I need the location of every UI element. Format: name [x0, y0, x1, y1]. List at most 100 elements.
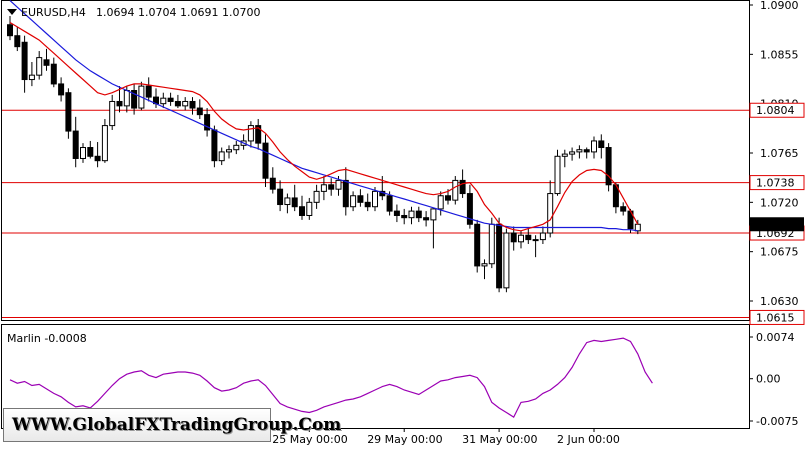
candle-body	[306, 201, 313, 216]
candle-body	[539, 232, 546, 241]
time-tick-label: 25 May 00:00	[272, 433, 347, 446]
level-tag-label: 1.0738	[756, 177, 795, 190]
candle-body	[532, 239, 539, 242]
candle-body	[372, 190, 378, 208]
price-tick-label: 1.0630	[760, 295, 799, 308]
candle-body	[167, 97, 174, 102]
candle-body	[50, 63, 57, 85]
candle-body	[510, 232, 517, 243]
candle-body	[255, 125, 262, 144]
level-tag-box	[749, 175, 805, 191]
candle-body	[262, 142, 269, 179]
candle-body	[598, 140, 605, 149]
candle-body	[342, 179, 349, 208]
candle-body	[182, 100, 189, 107]
candle-body	[145, 85, 152, 98]
candle-body	[525, 234, 532, 241]
level-tag-box	[749, 102, 805, 118]
candle-body	[80, 147, 86, 159]
price-tick-label: 1.0900	[760, 0, 799, 12]
candle-body	[445, 195, 451, 201]
candle-body	[561, 153, 568, 157]
candle-body	[423, 217, 430, 221]
candle-body	[576, 149, 583, 153]
indicator-tick-label: 0.00	[756, 373, 781, 386]
ohlc-readout: 1.0694 1.0704 1.0691 1.0700	[96, 6, 260, 19]
candle-body	[496, 223, 503, 289]
candle-body	[415, 210, 422, 219]
candle-body	[58, 83, 65, 96]
time-tick-label: 29 May 00:00	[367, 433, 442, 446]
indicator-label: Marlin -0.0008	[7, 332, 87, 345]
candle-body	[393, 210, 400, 216]
candle-body	[226, 149, 232, 153]
candle-body	[459, 179, 466, 195]
candle-body	[233, 144, 240, 151]
candle-body	[401, 214, 408, 219]
candle-body	[36, 57, 43, 76]
price-tick-label: 1.0675	[760, 246, 799, 259]
symbol-label: EURUSD,H4	[21, 6, 86, 19]
candle-body	[72, 130, 79, 159]
candle-body	[554, 155, 561, 195]
level-tag-label: 1.0615	[756, 311, 795, 324]
candle-body	[569, 151, 576, 155]
time-tick-label: 2 Jun 00:00	[557, 433, 620, 446]
candle-body	[634, 223, 641, 232]
level-tag-label: 1.0804	[756, 104, 795, 117]
candle-body	[320, 184, 327, 192]
marlin-oscillator-line	[9, 337, 653, 418]
candle-body	[488, 223, 495, 265]
candle-body	[87, 147, 94, 157]
collapse-arrow-icon[interactable]	[7, 9, 17, 15]
candle-body	[386, 195, 393, 212]
candle-body	[350, 195, 357, 208]
fast-moving-average-line	[9, 21, 639, 232]
candle-body	[620, 206, 627, 212]
candle-body	[218, 151, 225, 162]
candle-body	[277, 188, 284, 206]
candle-body	[101, 125, 108, 162]
watermark-banner: WWW.GlobalFXTradingGroup.Com	[3, 408, 341, 442]
level-tag-box	[749, 309, 805, 325]
candle-body	[408, 210, 415, 219]
candle-body	[291, 197, 298, 208]
candle-body	[247, 125, 254, 142]
candle-body	[430, 208, 437, 221]
candle-body	[123, 90, 130, 107]
candle-body	[313, 190, 320, 203]
candle-body	[28, 74, 35, 81]
candle-body	[160, 97, 167, 105]
candle-body	[43, 59, 50, 66]
price-tick-label: 1.0855	[760, 48, 799, 61]
candle-body	[591, 140, 597, 153]
current-price-tag-box	[750, 217, 804, 232]
candle-body	[503, 232, 510, 289]
indicator-axis: 0.0074 0.00 -0.0075	[749, 331, 798, 428]
candle-body	[466, 193, 473, 225]
indicator-tick-label: 0.0074	[756, 331, 795, 344]
candle-body	[452, 179, 459, 201]
candle-body	[364, 201, 371, 208]
candle-body	[65, 92, 72, 132]
candle-body	[357, 195, 364, 203]
candle-body	[211, 129, 218, 162]
main-panel-frame	[1, 0, 750, 321]
candle-body	[328, 184, 335, 190]
candle-body	[196, 107, 203, 116]
current-price-tag-label: 1.0700	[756, 218, 795, 231]
indicator-tick-label: -0.0075	[756, 415, 798, 428]
candle-body	[21, 41, 28, 81]
candle-body	[547, 193, 554, 234]
candle-body	[189, 100, 196, 109]
candle-body	[299, 206, 305, 216]
candle-body	[7, 24, 13, 37]
candle-body	[481, 263, 488, 267]
candle-body	[204, 114, 211, 131]
candle-body	[335, 179, 342, 190]
price-tick-label: 1.0765	[760, 147, 799, 160]
candle-body	[116, 100, 123, 107]
candle-body	[284, 197, 291, 206]
candlestick-series	[7, 15, 641, 293]
